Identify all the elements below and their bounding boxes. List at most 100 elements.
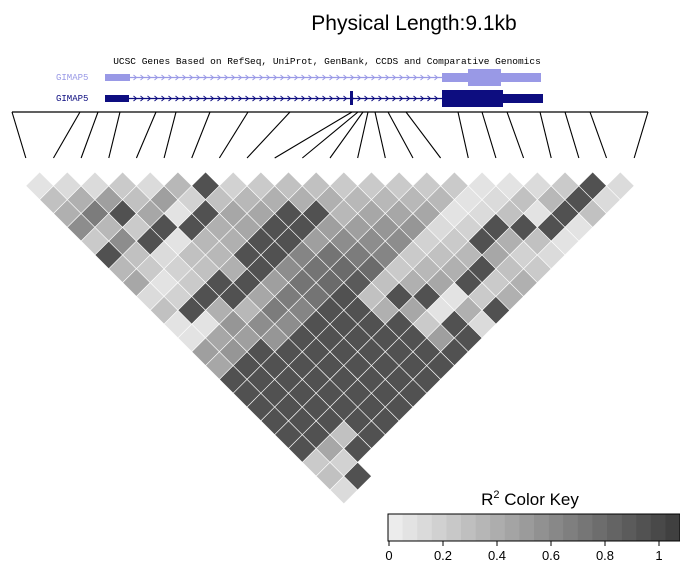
ld-cell xyxy=(606,171,635,201)
strand-arrow xyxy=(266,95,271,102)
strand-arrow xyxy=(231,95,236,102)
snp-connector-line xyxy=(405,111,442,159)
strand-arrow xyxy=(364,74,369,81)
color-key-cell xyxy=(402,514,418,541)
strand-arrow xyxy=(147,74,152,81)
strand-arrow xyxy=(259,95,264,102)
strand-arrow xyxy=(252,95,257,102)
strand-arrow xyxy=(392,95,397,102)
color-key-bar xyxy=(387,513,680,542)
color-key-cell xyxy=(665,514,680,541)
strand-arrow xyxy=(343,95,348,102)
strand-arrow xyxy=(273,95,278,102)
strand-arrow xyxy=(203,95,208,102)
strand-arrow xyxy=(273,74,278,81)
snp-connector-line xyxy=(633,111,649,159)
snp-connector-line xyxy=(539,111,552,159)
ld-heatmap xyxy=(25,171,635,505)
strand-arrow xyxy=(287,95,292,102)
strand-arrow xyxy=(329,95,334,102)
color-key-tick-label: 0 xyxy=(385,548,392,563)
color-key-cell xyxy=(548,514,564,541)
strand-arrow xyxy=(196,95,201,102)
strand-arrow xyxy=(434,95,439,102)
strand-arrow xyxy=(231,74,236,81)
strand-arrow xyxy=(406,95,411,102)
snp-connector-line xyxy=(301,111,359,159)
gene-1-utr5 xyxy=(105,74,130,81)
strand-arrow xyxy=(154,74,159,81)
gene-1-utr3 xyxy=(501,73,541,82)
color-key-cell xyxy=(461,514,476,541)
strand-arrow xyxy=(294,95,299,102)
snp-connector-line xyxy=(589,111,608,159)
strand-arrow xyxy=(399,74,404,81)
gene-2-strand-arrows xyxy=(133,95,439,102)
color-key-ticks: 0 0.2 0.4 0.6 0.8 1 xyxy=(385,541,663,563)
snp-connector-line xyxy=(80,111,99,159)
strand-arrow xyxy=(392,74,397,81)
color-key-tick-label: 0.2 xyxy=(434,548,452,563)
gene-2-small-exon xyxy=(350,91,353,105)
snp-connector-line xyxy=(135,111,157,159)
color-key-cell xyxy=(577,514,593,541)
strand-arrow xyxy=(238,95,243,102)
color-key-cell xyxy=(431,514,447,541)
color-key-tick-label: 0.6 xyxy=(542,548,560,563)
color-key-cell xyxy=(417,514,433,541)
strand-arrow xyxy=(357,74,362,81)
snp-connector-line xyxy=(11,111,27,159)
color-key-tick-label: 1 xyxy=(655,548,662,563)
strand-arrow xyxy=(322,74,327,81)
strand-arrow xyxy=(175,95,180,102)
snp-connector-line xyxy=(457,111,469,159)
strand-arrow xyxy=(140,95,145,102)
ld-cell xyxy=(343,461,372,491)
strand-arrow xyxy=(294,74,299,81)
gene-track: UCSC Genes Based on RefSeq, UniProt, Gen… xyxy=(56,56,543,107)
strand-arrow xyxy=(427,74,432,81)
color-key-tick-label: 0.4 xyxy=(488,548,506,563)
strand-arrow xyxy=(189,74,194,81)
strand-arrow xyxy=(175,74,180,81)
strand-arrow xyxy=(378,95,383,102)
strand-arrow xyxy=(413,95,418,102)
r2-color-key: R2 Color Key 0 0.2 0.4 0.6 0.8 1 xyxy=(385,489,680,563)
strand-arrow xyxy=(224,95,229,102)
color-key-cell xyxy=(650,514,666,541)
strand-arrow xyxy=(343,74,348,81)
plot-title: Physical Length:9.1kb xyxy=(311,12,516,35)
snp-connector-line xyxy=(163,111,177,159)
snp-connector-line xyxy=(564,111,580,159)
strand-arrow xyxy=(252,74,257,81)
strand-arrow xyxy=(210,95,215,102)
strand-arrow xyxy=(364,95,369,102)
snp-connector-line xyxy=(387,111,414,159)
snp-connector-line xyxy=(274,111,353,159)
color-key-cell xyxy=(475,514,491,541)
gene-label-1: GIMAP5 xyxy=(56,73,88,83)
strand-arrow xyxy=(189,95,194,102)
strand-arrow xyxy=(315,95,320,102)
strand-arrow xyxy=(301,74,306,81)
snp-connector-line xyxy=(357,111,369,159)
strand-arrow xyxy=(133,95,138,102)
color-key-cell xyxy=(388,514,403,541)
strand-arrow xyxy=(420,95,425,102)
strand-arrow xyxy=(280,95,285,102)
color-key-cell xyxy=(621,514,637,541)
strand-arrow xyxy=(308,95,313,102)
strand-arrow xyxy=(168,74,173,81)
gene-row-1: GIMAP5 xyxy=(56,69,541,86)
strand-arrow xyxy=(161,95,166,102)
strand-arrow xyxy=(336,74,341,81)
color-key-border xyxy=(387,513,680,542)
snp-connector-line xyxy=(374,111,386,159)
strand-arrow xyxy=(203,74,208,81)
strand-arrow xyxy=(357,95,362,102)
strand-arrow xyxy=(371,74,376,81)
strand-arrow xyxy=(245,74,250,81)
strand-arrow xyxy=(154,95,159,102)
strand-arrow xyxy=(259,74,264,81)
gene-1-exon-utr xyxy=(442,73,468,82)
